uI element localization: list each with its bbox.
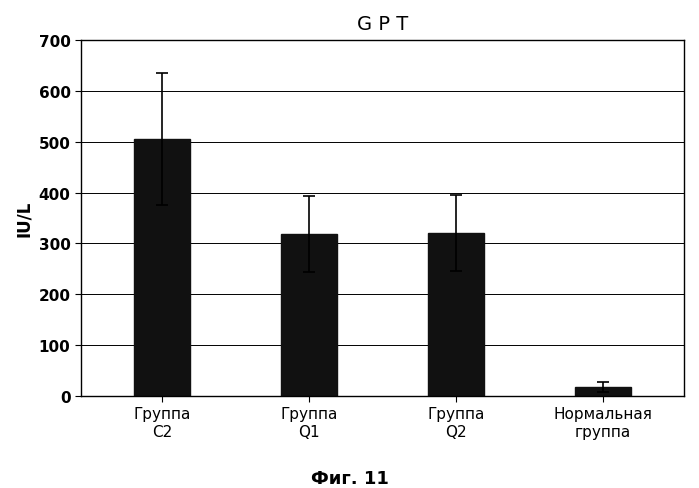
Bar: [281, 235, 337, 396]
Y-axis label: IU/L: IU/L: [15, 201, 33, 237]
Bar: [575, 387, 631, 396]
Title: G P T: G P T: [357, 15, 408, 34]
Bar: [428, 234, 484, 396]
Bar: [134, 140, 190, 396]
Text: Фиг. 11: Фиг. 11: [310, 469, 389, 487]
